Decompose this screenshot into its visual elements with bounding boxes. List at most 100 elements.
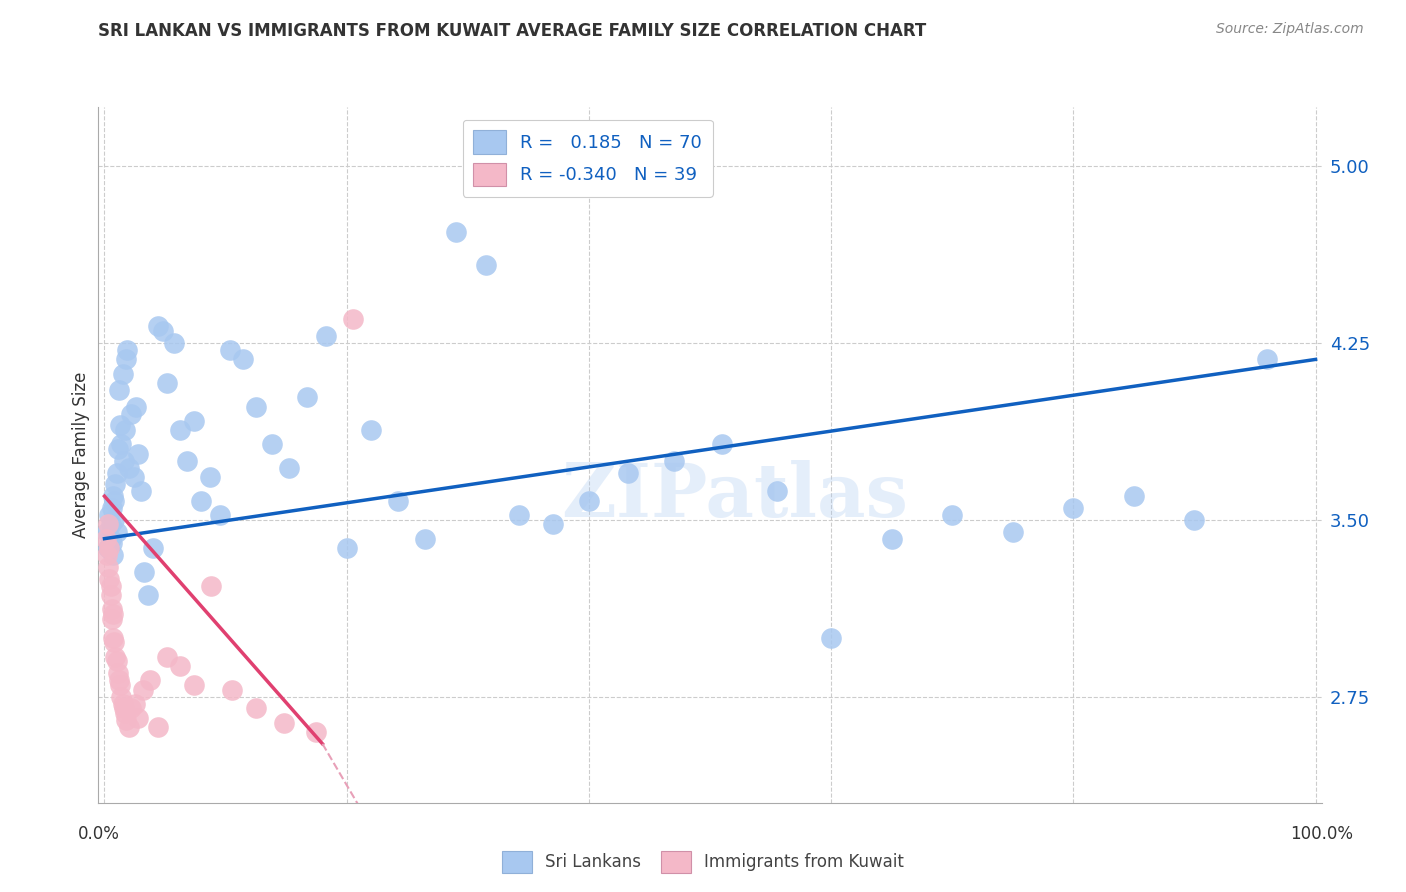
Point (120, 701, 142, 715)
Point (277, 461, 299, 475)
Point (127, 711, 149, 725)
Legend: Sri Lankans, Immigrants from Kuwait: Sri Lankans, Immigrants from Kuwait (495, 845, 911, 880)
Point (105, 524, 128, 539)
Point (105, 466, 128, 480)
Point (134, 565, 156, 579)
Point (110, 690, 132, 704)
Point (115, 713, 138, 727)
Point (475, 258, 498, 272)
Point (100, 500, 122, 515)
Point (112, 701, 135, 715)
Point (169, 659, 191, 673)
Point (108, 383, 131, 397)
Point (1001, 524, 1024, 539)
Point (105, 654, 128, 668)
Text: SRI LANKAN VS IMMIGRANTS FROM KUWAIT AVERAGE FAMILY SIZE CORRELATION CHART: SRI LANKAN VS IMMIGRANTS FROM KUWAIT AVE… (98, 22, 927, 40)
Point (96, 524, 118, 539)
Text: ZIPatlas: ZIPatlas (561, 460, 908, 533)
Point (118, 461, 141, 475)
Point (100, 532, 122, 546)
Point (200, 579, 222, 593)
Point (156, 649, 179, 664)
Point (101, 489, 124, 503)
Point (578, 494, 600, 508)
Point (100, 517, 122, 532)
Point (112, 454, 135, 468)
Point (100, 579, 122, 593)
Point (124, 697, 146, 711)
Point (232, 352, 254, 367)
Point (129, 484, 152, 499)
Point (176, 454, 198, 468)
Point (120, 407, 142, 421)
Point (156, 376, 179, 390)
Point (941, 508, 963, 522)
Point (342, 312, 364, 326)
Point (118, 720, 141, 734)
Point (146, 319, 169, 334)
Point (765, 484, 787, 499)
Point (1184, 513, 1206, 527)
Point (97, 517, 120, 532)
Point (101, 607, 124, 621)
Point (820, 631, 842, 645)
Point (219, 343, 242, 357)
Point (100, 612, 122, 626)
Point (97, 560, 120, 574)
Point (336, 541, 359, 555)
Point (110, 418, 132, 433)
Point (162, 335, 184, 350)
Point (541, 517, 564, 532)
Point (415, 532, 437, 546)
Point (360, 423, 382, 437)
Point (305, 725, 328, 739)
Point (183, 414, 205, 428)
Point (315, 328, 337, 343)
Point (94, 532, 117, 546)
Point (508, 508, 530, 522)
Point (711, 437, 734, 451)
Point (115, 352, 138, 367)
Point (114, 706, 136, 721)
Point (132, 682, 155, 697)
Point (245, 400, 267, 414)
Point (110, 678, 132, 692)
Point (169, 423, 191, 437)
Point (110, 437, 132, 451)
Point (98, 508, 121, 522)
Point (100, 536, 122, 550)
Text: 0.0%: 0.0% (77, 825, 120, 843)
Point (444, 225, 467, 239)
Point (96, 548, 118, 562)
Point (103, 513, 125, 527)
Point (101, 548, 124, 562)
Point (100, 588, 122, 602)
Point (139, 673, 162, 688)
Point (127, 447, 149, 461)
Point (97, 541, 120, 555)
Point (98, 572, 121, 586)
Point (114, 423, 136, 437)
Point (146, 720, 169, 734)
Point (100, 602, 122, 616)
Point (117, 343, 139, 357)
Point (125, 400, 148, 414)
Point (107, 666, 129, 681)
Point (152, 324, 174, 338)
Point (122, 470, 145, 484)
Point (198, 470, 221, 484)
Point (273, 715, 295, 730)
Point (1256, 352, 1278, 367)
Point (245, 701, 267, 715)
Point (142, 541, 165, 555)
Point (111, 367, 134, 381)
Point (190, 494, 212, 508)
Point (104, 477, 127, 491)
Point (183, 678, 205, 692)
Point (616, 466, 638, 480)
Point (208, 508, 231, 522)
Point (880, 532, 903, 546)
Point (103, 494, 125, 508)
Point (260, 437, 283, 451)
Point (221, 682, 243, 697)
